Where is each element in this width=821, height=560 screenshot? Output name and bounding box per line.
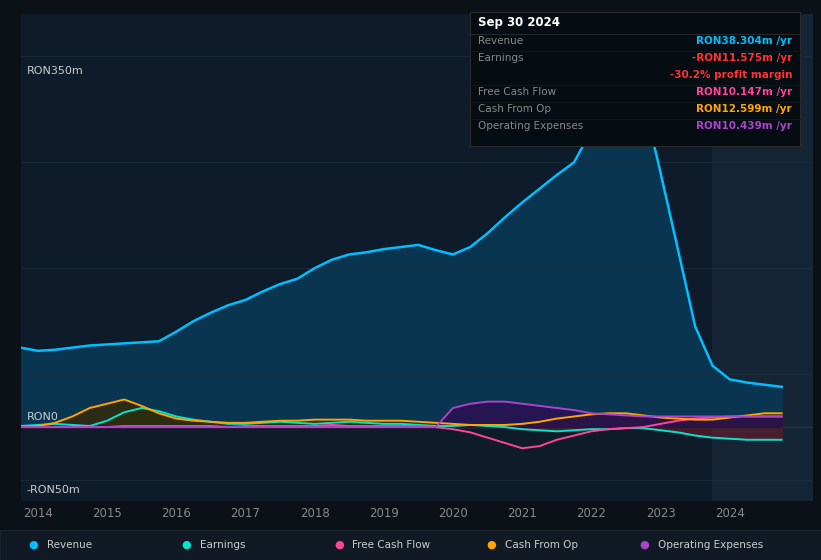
Text: ●: ● <box>334 540 344 550</box>
Text: ●: ● <box>181 540 191 550</box>
Bar <box>713 14 813 501</box>
Text: ●: ● <box>29 540 39 550</box>
Text: RON0: RON0 <box>27 412 59 422</box>
Text: Earnings: Earnings <box>478 53 524 63</box>
Text: Operating Expenses: Operating Expenses <box>478 121 583 131</box>
Text: RON12.599m /yr: RON12.599m /yr <box>696 104 792 114</box>
Text: Cash From Op: Cash From Op <box>478 104 551 114</box>
Text: Revenue: Revenue <box>478 36 523 46</box>
Text: Free Cash Flow: Free Cash Flow <box>352 540 430 550</box>
Text: Operating Expenses: Operating Expenses <box>658 540 763 550</box>
Text: ●: ● <box>487 540 497 550</box>
Text: -RON11.575m /yr: -RON11.575m /yr <box>692 53 792 63</box>
Text: Cash From Op: Cash From Op <box>505 540 578 550</box>
Text: RON350m: RON350m <box>27 66 84 76</box>
Text: RON10.147m /yr: RON10.147m /yr <box>696 87 792 97</box>
Text: RON38.304m /yr: RON38.304m /yr <box>696 36 792 46</box>
Text: -30.2% profit margin: -30.2% profit margin <box>669 70 792 80</box>
Text: Earnings: Earnings <box>200 540 245 550</box>
Text: RON10.439m /yr: RON10.439m /yr <box>696 121 792 131</box>
Text: ●: ● <box>640 540 649 550</box>
Text: Free Cash Flow: Free Cash Flow <box>478 87 556 97</box>
Text: Revenue: Revenue <box>47 540 92 550</box>
Text: Sep 30 2024: Sep 30 2024 <box>478 16 560 29</box>
Text: -RON50m: -RON50m <box>27 485 80 495</box>
